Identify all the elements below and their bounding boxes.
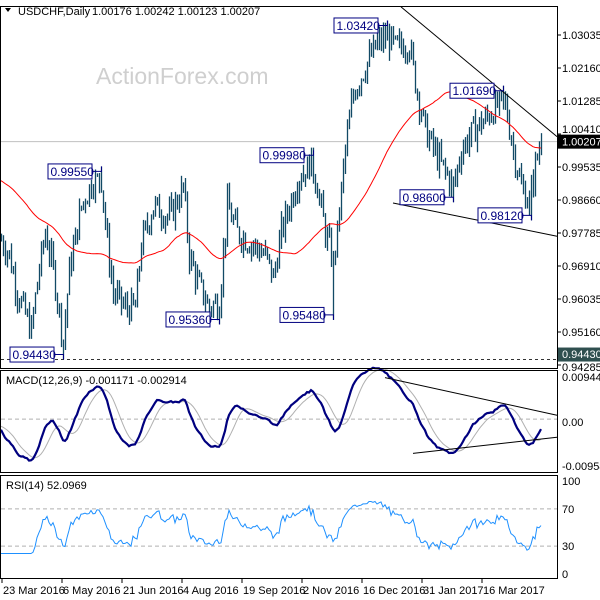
annotation-label: 0.99980 [263, 149, 307, 163]
price-panel: 1.03420 1.01690 0.99980 0.99550 0.98600 0.981… [0, 6, 558, 363]
annotation-box [259, 147, 305, 164]
rsi-line [1, 500, 542, 554]
annotation-box [165, 311, 211, 328]
annotation-label: 1.01690 [453, 84, 497, 98]
price-axis-label: 1.01285 [562, 96, 600, 108]
annotation-box [399, 189, 445, 206]
time-axis-label: 19 Sep 2016 [243, 585, 305, 597]
macd-axis-label: -0.009588 [562, 461, 600, 473]
trendline-falling-support [392, 202, 558, 237]
support-price-label: 0.94430 [562, 349, 600, 361]
annotation-label: 0.98600 [403, 191, 447, 205]
annotation-label: 0.99550 [51, 165, 95, 179]
rsi-axis-label: 30 [562, 541, 574, 553]
time-axis-label: 4 Aug 2016 [183, 585, 239, 597]
annotation-connector [91, 166, 102, 172]
annotation-connector [303, 150, 314, 156]
time-axis-label: 2 Nov 2016 [303, 585, 359, 597]
trendline-macd-upper [384, 377, 558, 416]
macd-line [0, 366, 542, 462]
annotation-box [449, 82, 495, 99]
rsi-axis-label: 70 [562, 504, 574, 516]
time-axis-label: 21 Jun 2016 [123, 585, 184, 597]
annotation-connector [209, 318, 220, 325]
ohlc-readout: 1.00176 1.00242 1.00123 1.00207 [92, 6, 260, 18]
rsi-panel-border [0, 475, 558, 579]
price-axis-label: 1.00410 [562, 124, 600, 136]
symbol-title: USDCHF,Daily [18, 6, 91, 18]
time-axis-label: 6 May 2016 [63, 585, 120, 597]
support-price-tag [558, 347, 600, 362]
annotation-connector [323, 314, 334, 320]
macd-panel [0, 366, 558, 462]
price-axis-label: 1.03035 [562, 30, 600, 42]
annotation-label: 0.94430 [13, 348, 57, 362]
rsi-label: RSI(14) 52.0969 [6, 480, 87, 492]
trendline-macd-lower [412, 436, 558, 454]
price-axis-label: 1.02160 [562, 63, 600, 75]
axes: 1.03035 1.02160 1.01285 1.00410 0.99535 0.986… [1, 30, 600, 597]
price-axis-label: 0.97785 [562, 228, 600, 240]
last-price-label: 1.00207 [562, 137, 600, 149]
time-axis-label: 16 Mar 2017 [483, 585, 545, 597]
time-axis-label: 23 Mar 2016 [3, 585, 65, 597]
macd-axis-label: 0.00 [562, 417, 583, 429]
annotation-connector [443, 196, 454, 203]
macd-panel-border [0, 370, 558, 473]
price-axis-label: 0.95160 [562, 327, 600, 339]
annotation-box [47, 163, 93, 180]
rsi-axis-label: 100 [562, 476, 580, 488]
rsi-axis-label: 0 [562, 569, 568, 581]
annotation-box [477, 207, 523, 224]
annotation-box [9, 346, 55, 363]
annotation-connector [53, 354, 64, 360]
annotation-label: 1.03420 [337, 19, 381, 33]
annotation-connector [377, 20, 388, 26]
trendline-falling-resistance [400, 6, 558, 138]
time-axis-label: 16 Dec 2016 [363, 585, 425, 597]
annotation-label: 0.95480 [283, 308, 327, 322]
price-axis-label: 0.96910 [562, 261, 600, 273]
price-axis-label: 0.96035 [562, 294, 600, 306]
price-axis-label: 0.94285 [562, 362, 600, 374]
last-price-tag [558, 134, 600, 149]
rsi-panel [1, 500, 557, 554]
annotation-box [279, 306, 325, 323]
price-panel-border [0, 6, 558, 369]
watermark: ActionForex.com [96, 63, 269, 89]
price-axis-label: 0.98660 [562, 195, 600, 207]
time-axis-label: 31 Jan 2017 [423, 585, 484, 597]
annotation-label: 0.95360 [169, 313, 213, 327]
annotation-connector [521, 214, 532, 221]
annotation-box [333, 17, 379, 34]
macd-label: MACD(12,26,9) -0.001171 -0.002914 [6, 375, 187, 387]
annotation-connector [493, 85, 504, 92]
collapse-triangle-icon[interactable] [5, 8, 11, 12]
annotation-label: 0.98120 [481, 209, 525, 223]
macd-axis-label: 0.009446 [562, 372, 600, 384]
price-axis-label: 0.99535 [562, 162, 600, 174]
